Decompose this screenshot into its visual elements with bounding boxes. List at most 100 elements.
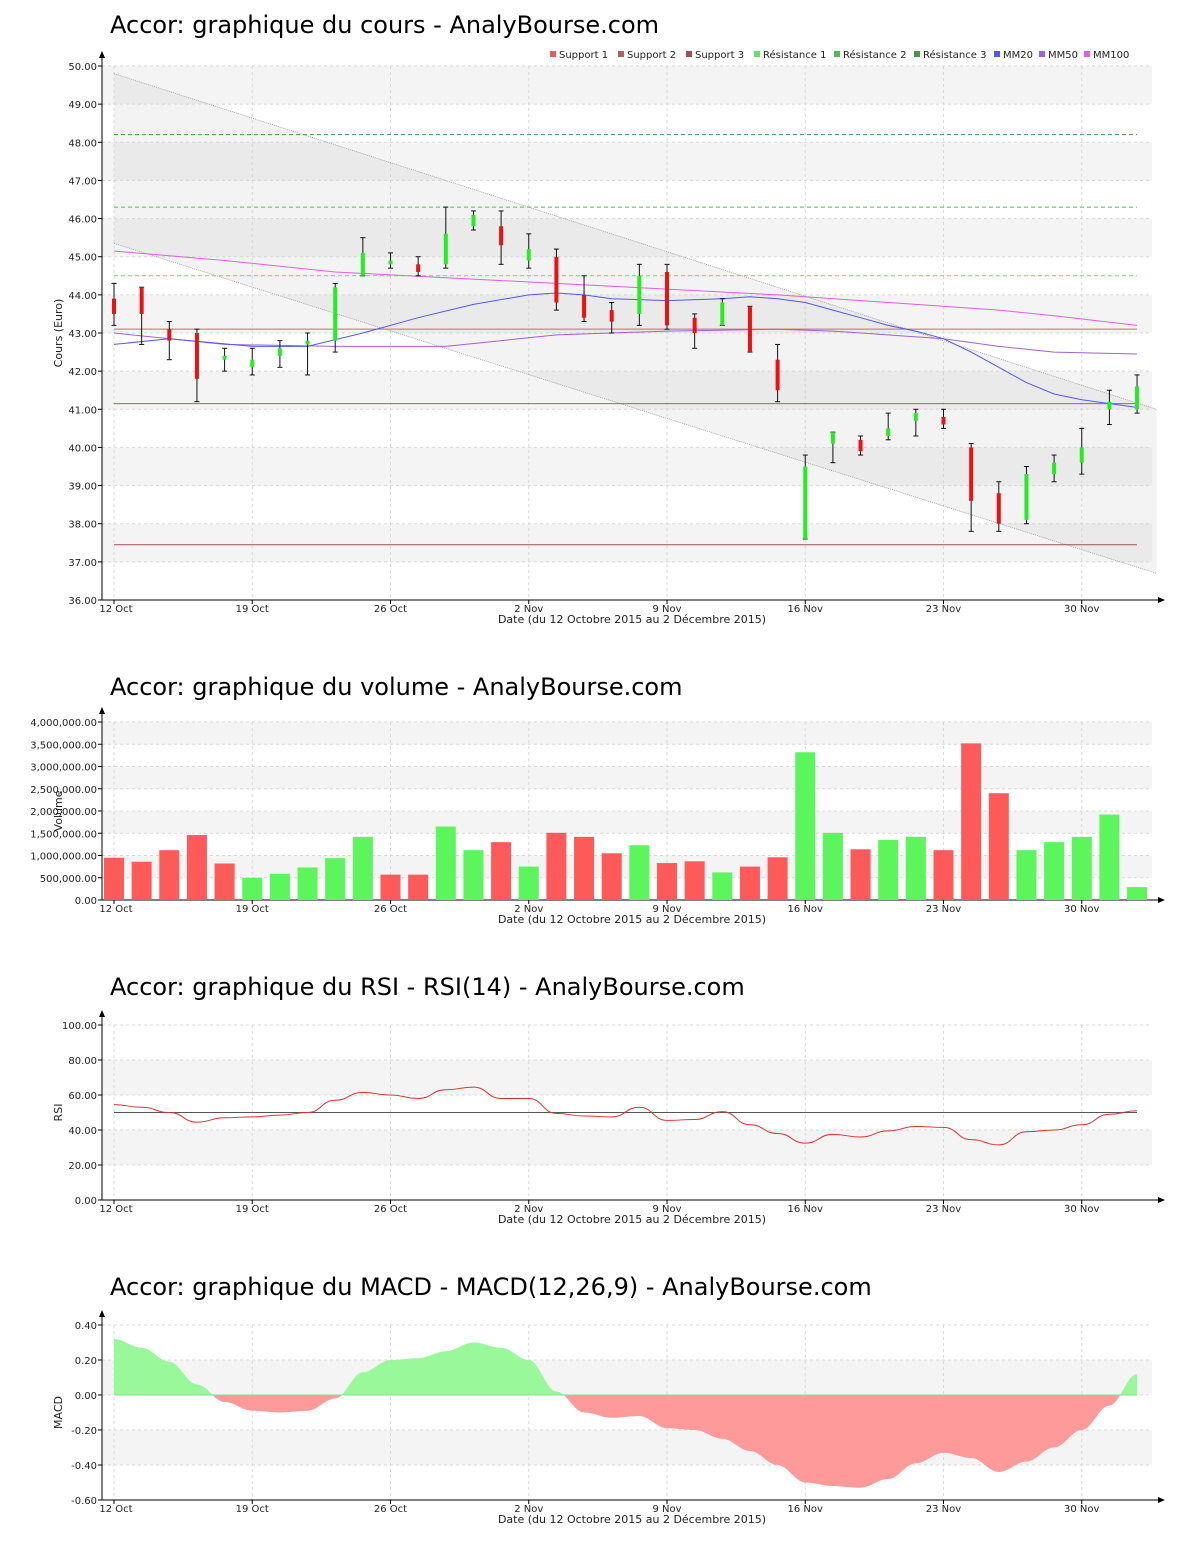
price-ytick-label: 41.00 [68, 405, 97, 416]
price-candle-body [1024, 474, 1029, 520]
price-band [102, 523, 1152, 562]
volume-chart: 0.00 500,000.00 1,000,000.00 1,500,000.00 2,… [30, 707, 1165, 926]
macd-xtick-label: 16 Nov [788, 1504, 824, 1515]
price-candle-body [194, 333, 199, 379]
volume-ytick-label: 3,500,000.00 [30, 740, 97, 751]
price-candle-body [830, 432, 835, 444]
price-band [102, 371, 1152, 410]
volume-bar [159, 850, 180, 900]
price-candle-body [913, 413, 918, 421]
volume-x-axis-arrow [1158, 897, 1165, 903]
price-candle-body [139, 287, 144, 314]
macd-xtick-label: 30 Nov [1064, 1504, 1100, 1515]
price-ytick-label: 43.00 [68, 329, 97, 340]
price-band [102, 142, 1152, 181]
price-candle-body [858, 439, 863, 452]
price-ytick-label: 38.00 [68, 520, 97, 531]
price-xtick-label: 19 Oct [236, 604, 269, 615]
rsi-line [113, 1086, 1138, 1146]
volume-xtick-label: 23 Nov [926, 904, 962, 915]
price-mm20-line [113, 292, 1138, 408]
rsi-xtick-label: 2 Nov [514, 1204, 543, 1215]
rsi-xtick-label: 9 Nov [652, 1204, 681, 1215]
price-candle-body [582, 294, 587, 318]
macd-band [102, 1360, 1152, 1395]
price-xtick-label: 2 Nov [514, 604, 543, 615]
volume-ytick-label: 1,500,000.00 [30, 829, 97, 840]
macd-chart-title: Accor: graphique du MACD - MACD(12,26,9)… [110, 1273, 872, 1301]
macd-y-axis-arrow [99, 1310, 105, 1317]
volume-bar [988, 793, 1009, 900]
price-legend-swatch [618, 51, 624, 57]
price-legend-swatch [754, 51, 760, 57]
macd-ytick-label: -0.40 [71, 1461, 97, 1472]
volume-ytick-label: 2,500,000.00 [30, 785, 97, 796]
macd-xtick-label: 19 Oct [236, 1504, 269, 1515]
volume-xlabel: Date (du 12 Octobre 2015 au 2 Décembre 2… [498, 913, 766, 926]
price-ytick-label: 42.00 [68, 367, 97, 378]
price-channel-upper [113, 73, 1157, 410]
price-candle-body [665, 271, 669, 326]
price-candle-body [803, 466, 808, 539]
volume-bar [933, 850, 954, 900]
price-ytick-label: 39.00 [68, 482, 97, 493]
rsi-ytick-label: 40.00 [68, 1126, 97, 1137]
price-candle-body [1052, 462, 1057, 475]
price-legend-label: Résistance 3 [923, 49, 986, 61]
price-legend-swatch [550, 51, 556, 57]
volume-bar [1071, 836, 1092, 900]
price-x-axis-arrow [1158, 597, 1165, 603]
price-band [102, 218, 1152, 257]
macd-negative-area [563, 1395, 1121, 1488]
volume-bar [1099, 814, 1120, 900]
volume-xtick-label: 9 Nov [652, 904, 681, 915]
macd-ytick-label: 0.20 [75, 1356, 97, 1367]
volume-bar [380, 874, 401, 900]
price-xtick-label: 30 Nov [1064, 604, 1100, 615]
rsi-band [102, 1060, 1152, 1095]
price-xtick-label: 9 Nov [652, 604, 681, 615]
volume-xtick-label: 26 Oct [374, 904, 407, 915]
price-xtick-label: 26 Oct [374, 604, 407, 615]
volume-ytick-label: 1,000,000.00 [30, 852, 97, 863]
rsi-ytick-label: 100.00 [62, 1021, 97, 1032]
rsi-ytick-label: 60.00 [68, 1091, 97, 1102]
price-candle-body [747, 306, 752, 353]
price-ytick-label: 48.00 [68, 138, 97, 149]
macd-xlabel: Date (du 12 Octobre 2015 au 2 Décembre 2… [498, 1513, 766, 1526]
price-candle-body [167, 329, 172, 341]
price-legend-label: Support 1 [559, 50, 608, 61]
price-candle-body [609, 310, 614, 322]
volume-band [102, 722, 1152, 745]
macd-xtick-label: 9 Nov [652, 1504, 681, 1515]
price-candle-body [388, 260, 393, 265]
price-candle-body [499, 226, 504, 246]
price-band [102, 66, 1152, 105]
volume-bar [905, 836, 926, 900]
macd-xtick-label: 26 Oct [374, 1504, 407, 1515]
macd-positive-area [1120, 1374, 1138, 1395]
volume-xtick-label: 12 Oct [99, 904, 132, 915]
volume-xtick-label: 30 Nov [1064, 904, 1100, 915]
rsi-ytick-label: 0.00 [75, 1196, 97, 1207]
volume-bar [712, 872, 733, 900]
macd-ytick-label: 0.40 [75, 1321, 97, 1332]
rsi-xtick-label: 19 Oct [236, 1204, 269, 1215]
rsi-ytick-label: 20.00 [68, 1161, 97, 1172]
price-candle-body [1135, 386, 1140, 410]
macd-negative-area [212, 1395, 342, 1413]
macd-xtick-label: 23 Nov [926, 1504, 962, 1515]
macd-chart: -0.60 -0.40 -0.20 0.00 0.20 0.40 12 Oct 19 Oct 2… [52, 1310, 1165, 1526]
macd-ytick-label: 0.00 [75, 1391, 97, 1402]
price-candle-body [333, 287, 338, 341]
price-ytick-label: 49.00 [68, 100, 97, 111]
macd-chart-panel: Accor: graphique du MACD - MACD(12,26,9)… [0, 1272, 1200, 1542]
volume-bar [352, 836, 373, 900]
rsi-y-axis-arrow [99, 1010, 105, 1017]
rsi-band [102, 1130, 1152, 1165]
volume-bar [574, 836, 595, 900]
rsi-x-axis-arrow [1158, 1197, 1165, 1203]
volume-bar [408, 874, 429, 900]
macd-positive-area [114, 1339, 213, 1395]
volume-bar [186, 835, 207, 900]
